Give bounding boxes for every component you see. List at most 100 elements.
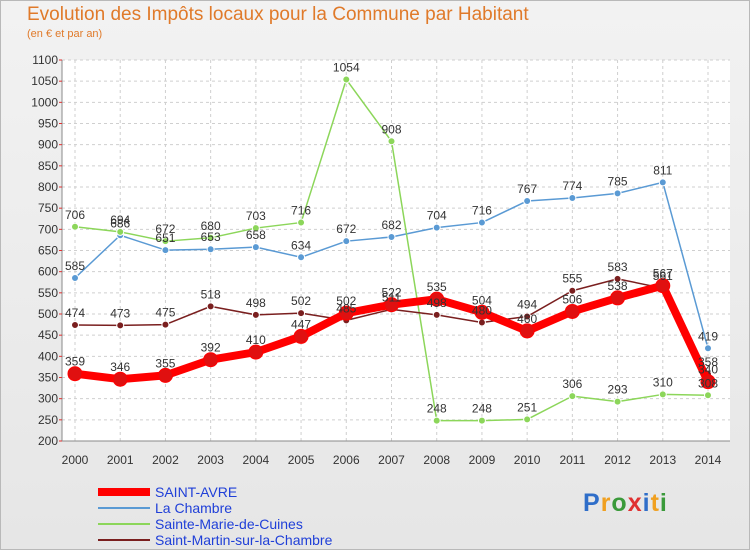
x-tick-label: 2005 [288, 453, 315, 467]
data-label-la-chambre: 585 [65, 259, 85, 273]
legend-swatch-la-chambre [98, 507, 150, 509]
data-label-la-chambre: 682 [381, 218, 401, 232]
y-tick-label: 200 [38, 434, 58, 448]
data-label-la-chambre: 716 [472, 204, 492, 218]
data-label-sainte-marie-de-cuines: 1054 [333, 60, 360, 74]
data-point-la-chambre [161, 246, 170, 255]
data-label-sainte-marie-de-cuines: 694 [110, 213, 130, 227]
data-label-la-chambre: 686 [110, 216, 130, 230]
x-tick-label: 2010 [514, 453, 541, 467]
legend-label-saint-avre: SAINT-AVRE [155, 484, 238, 500]
y-tick-label: 550 [38, 286, 58, 300]
data-point-sainte-marie-de-cuines [658, 390, 667, 399]
data-label-la-chambre: 811 [653, 163, 672, 177]
x-tick-label: 2004 [243, 453, 270, 467]
y-tick-label: 1000 [31, 95, 58, 109]
legend-label-la-chambre: La Chambre [155, 500, 233, 516]
data-label-sainte-marie-de-cuines: 251 [517, 400, 537, 414]
data-point-saint-avre [519, 323, 535, 339]
data-label-la-chambre: 658 [246, 228, 266, 242]
data-point-saint-martin-sur-la-chambre [432, 310, 441, 319]
y-tick-label: 1100 [32, 53, 58, 67]
data-point-la-chambre [523, 196, 532, 205]
y-tick-label: 700 [38, 222, 58, 236]
data-label-saint-avre: 504 [472, 293, 492, 307]
data-point-saint-avre [655, 278, 671, 294]
data-label-sainte-marie-de-cuines: 908 [381, 122, 401, 136]
y-tick-label: 500 [38, 307, 58, 321]
data-point-sainte-marie-de-cuines [387, 137, 396, 146]
legend-label-saint-martin-sur-la-chambre: Saint-Martin-sur-la-Chambre [155, 532, 333, 548]
data-point-la-chambre [71, 274, 79, 283]
data-point-la-chambre [432, 223, 441, 232]
data-point-sainte-marie-de-cuines [297, 218, 306, 227]
data-point-sainte-marie-de-cuines [251, 224, 260, 233]
data-label-saint-avre: 447 [291, 317, 311, 331]
data-label-saint-martin-sur-la-chambre: 494 [517, 298, 537, 312]
data-point-sainte-marie-de-cuines [477, 416, 486, 425]
logo-letter: i [642, 489, 651, 517]
x-tick-label: 2008 [423, 453, 450, 467]
legend-label-sainte-marie-de-cuines: Sainte-Marie-de-Cuines [155, 516, 303, 532]
data-label-saint-avre: 522 [381, 286, 401, 300]
data-point-la-chambre [251, 243, 260, 252]
y-tick-label: 950 [38, 117, 58, 131]
data-label-sainte-marie-de-cuines: 706 [65, 208, 85, 222]
data-point-saint-martin-sur-la-chambre [206, 302, 215, 311]
data-label-saint-martin-sur-la-chambre: 473 [110, 306, 130, 320]
chart-subtitle: (en € et par an) [27, 28, 103, 40]
data-label-la-chambre: 672 [336, 222, 356, 236]
data-label-saint-martin-sur-la-chambre: 358 [698, 355, 718, 369]
y-tick-label: 300 [38, 392, 58, 406]
data-label-saint-martin-sur-la-chambre: 498 [246, 296, 266, 310]
x-tick-label: 2002 [152, 453, 179, 467]
x-tick-label: 2003 [197, 453, 224, 467]
data-point-sainte-marie-de-cuines [704, 391, 712, 400]
data-point-sainte-marie-de-cuines [432, 416, 441, 425]
logo-letter: t [650, 489, 660, 517]
data-label-saint-avre: 346 [110, 360, 130, 374]
data-label-saint-avre: 410 [246, 333, 266, 347]
data-label-saint-avre: 340 [698, 363, 718, 377]
proxiti-logo: Proxiti [583, 489, 668, 518]
data-point-sainte-marie-de-cuines [342, 75, 351, 84]
data-label-la-chambre: 767 [517, 182, 537, 196]
data-point-sainte-marie-de-cuines [161, 237, 170, 246]
data-label-saint-martin-sur-la-chambre: 502 [291, 294, 311, 308]
data-label-saint-avre: 538 [608, 279, 628, 293]
data-point-la-chambre [613, 189, 622, 198]
data-point-sainte-marie-de-cuines [71, 222, 79, 231]
data-point-sainte-marie-de-cuines [523, 415, 532, 424]
data-point-sainte-marie-de-cuines [206, 233, 215, 242]
data-point-saint-martin-sur-la-chambre [523, 312, 532, 321]
legend-swatch-saint-martin-sur-la-chambre [98, 539, 150, 541]
data-label-la-chambre: 774 [562, 179, 582, 193]
data-label-sainte-marie-de-cuines: 293 [608, 383, 628, 397]
data-label-sainte-marie-de-cuines: 703 [246, 209, 266, 223]
data-label-sainte-marie-de-cuines: 248 [427, 402, 447, 416]
data-point-saint-avre [67, 366, 83, 382]
data-point-saint-martin-sur-la-chambre [71, 321, 79, 330]
data-label-sainte-marie-de-cuines: 308 [698, 376, 718, 390]
data-label-sainte-marie-de-cuines: 680 [201, 219, 221, 233]
y-tick-label: 600 [38, 265, 58, 279]
x-tick-label: 2011 [559, 453, 585, 467]
y-tick-label: 900 [38, 138, 58, 152]
x-tick-label: 2006 [333, 453, 360, 467]
data-label-saint-avre: 502 [336, 294, 356, 308]
data-point-saint-avre [248, 344, 264, 360]
y-tick-label: 1050 [31, 74, 58, 88]
data-point-saint-martin-sur-la-chambre [161, 320, 170, 329]
x-tick-label: 2014 [695, 453, 722, 467]
data-point-sainte-marie-de-cuines [613, 397, 622, 406]
data-point-la-chambre [206, 245, 215, 254]
y-tick-label: 750 [38, 201, 58, 215]
y-tick-label: 350 [38, 371, 58, 385]
data-point-saint-avre [293, 328, 309, 344]
data-label-saint-martin-sur-la-chambre: 498 [427, 296, 447, 310]
data-label-la-chambre: 653 [201, 230, 221, 244]
data-point-saint-avre [564, 303, 580, 319]
legend-swatch-saint-avre [98, 488, 150, 496]
data-point-saint-avre [338, 305, 354, 321]
data-point-saint-martin-sur-la-chambre [613, 274, 622, 283]
